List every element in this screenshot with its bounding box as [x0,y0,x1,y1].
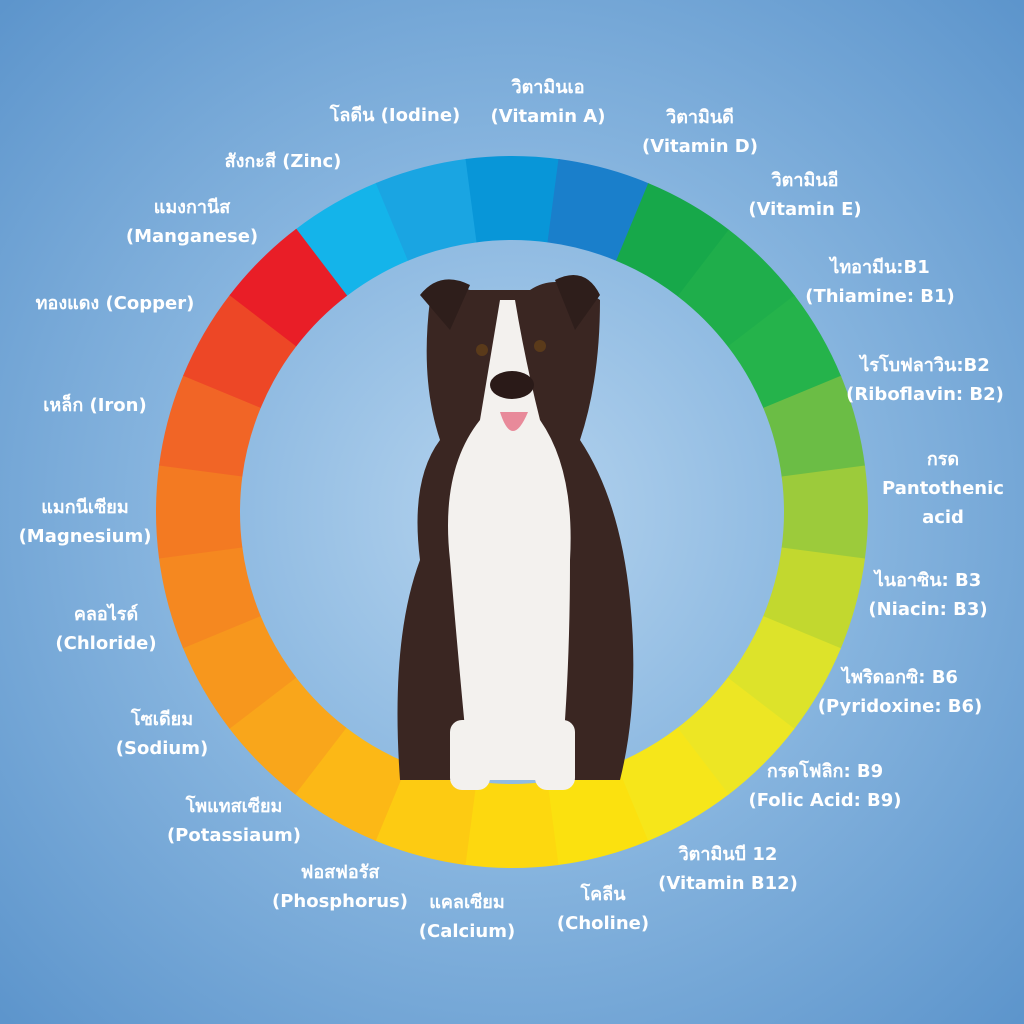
nutrient-label: (Vitamin D) [642,136,758,157]
ring-segment [464,781,559,868]
ring-segment [375,158,478,261]
nutrient-label: แมงกานีส [154,197,232,218]
nutrient-label: โพแทสเซียม [185,795,283,817]
nutrient-label: (Magnesium) [19,526,152,547]
ring-segment [155,464,243,559]
ring-segment [183,294,297,408]
nutrient-label: โคลีน [579,883,626,905]
nutrient-label: ทองแดง (Copper) [36,293,195,314]
nutrient-label: ฟอสฟอรัส [301,862,381,883]
ring-segment [374,762,477,865]
nutrient-label: ไรโบฟลาวิน:B2 [858,354,990,376]
nutrient-label: (Vitamin E) [748,199,861,220]
nutrient-label: (Choline) [557,913,649,934]
ring-segment [727,295,842,409]
nutrient-label: (Riboflavin: B2) [846,384,1004,405]
ring-segment [295,182,409,297]
nutrient-label: สังกะสี (Zinc) [225,151,342,172]
nutrient-label: (Sodium) [116,738,208,759]
ring-segment [547,159,650,262]
nutrient-label: วิตามินดี [665,107,734,128]
ring-segment [781,465,868,560]
ring-segment [546,763,649,866]
dog-illustration [397,275,634,790]
nutrient-label: แคลเซียม [429,892,504,913]
nutrient-label: ไทอามีน:B1 [828,256,929,278]
nutrient-label: (Phosphorus) [272,891,408,912]
nutrient-label: วิตามินอี [771,170,839,191]
nutrient-label: (Manganese) [126,226,258,247]
nutrient-label: (Folic Acid: B9) [748,790,901,811]
nutrient-label: Pantothenic [882,478,1004,499]
color-ring [155,155,868,868]
nutrient-label: กรดโฟลิก: B9 [767,760,883,782]
ring-segment [616,183,730,297]
nutrient-label: (Chloride) [55,633,156,654]
ring-segment [158,546,261,649]
nutrient-label: เหล็ก (Iron) [43,393,146,416]
ring-segment [727,616,841,730]
nutrient-label: โลดีน (Iodine) [329,104,461,126]
nutrient-label: (Calcium) [419,921,515,942]
nutrient-label: วิตามินเอ [511,77,585,98]
nutrient-label: (Niacin: B3) [868,599,987,620]
ring-segment [615,727,729,842]
nutrient-label: acid [922,507,964,528]
nutrient-label: ไพริดอกซิ: B6 [840,666,958,688]
nutrient-label: (Pyridoxine: B6) [818,696,983,717]
nutrient-label: (Potassiaum) [167,825,301,846]
nutrient-label: ไนอาซิน: B3 [873,569,982,591]
ring-segment [762,547,865,650]
ring-segment [763,375,866,478]
nutrient-label: คลอไรด์ [74,603,138,625]
ring-segment [159,374,262,477]
nutrient-label: (Vitamin B12) [658,873,798,894]
ring-segment [294,727,408,841]
nutrient-label: กรด [927,449,959,470]
nutrient-label: (Vitamin A) [491,106,606,127]
ring-segment [182,615,297,729]
nutrient-label: (Thiamine: B1) [805,286,955,307]
ring-segment [229,228,348,347]
nutrient-label: แมกนีเซียม [41,497,128,518]
ring-segment [465,155,560,243]
labels: วิตามินเอ (Vitamin A) วิตามินดี (Vitamin D)… [19,77,1004,942]
nutrient-label: วิตามินบี 12 [678,844,778,865]
nutrient-label: โซเดียม [130,708,193,730]
